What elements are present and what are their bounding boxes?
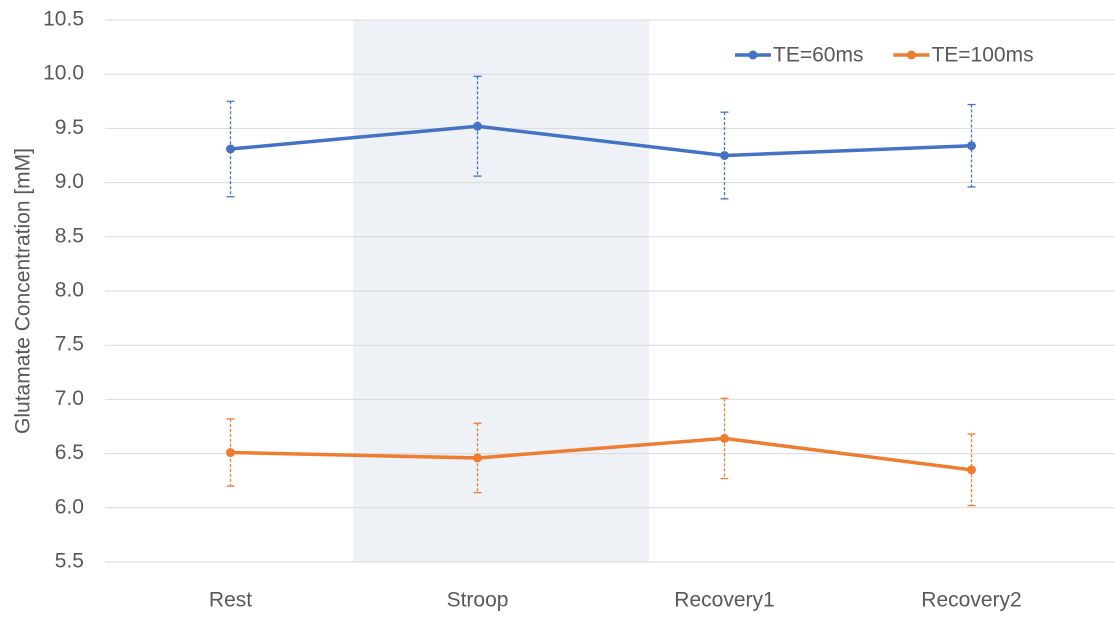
legend-label: TE=60ms — [773, 44, 863, 67]
series-line — [230, 124, 972, 158]
point — [473, 453, 482, 463]
point — [226, 144, 235, 154]
y-tick-label: 7.0 — [55, 387, 84, 410]
y-tick-label: 8.5 — [55, 224, 84, 247]
y-tick-label: 9.5 — [55, 116, 84, 139]
y-tick-label: 5.5 — [55, 550, 84, 573]
point — [967, 465, 976, 475]
y-tick-label: 10.0 — [43, 62, 84, 85]
y-tick-label: 9.0 — [55, 170, 84, 193]
point — [473, 121, 482, 131]
x-tick-label: Recovery2 — [921, 589, 1021, 612]
series-line — [230, 436, 972, 472]
y-tick-label: 8.0 — [55, 279, 84, 302]
y-axis-label: Glutamate Concentration [mM] — [12, 148, 35, 434]
point — [720, 433, 729, 443]
legend-label: TE=100ms — [931, 44, 1033, 67]
point — [226, 448, 235, 458]
x-tick-label: Recovery1 — [674, 589, 774, 612]
y-tick-label: 6.0 — [55, 495, 84, 518]
point — [967, 141, 976, 151]
legend-marker — [748, 50, 758, 60]
x-tick-label: Stroop — [447, 589, 509, 612]
legend-marker — [906, 50, 916, 60]
y-tick-label: 7.5 — [55, 333, 84, 356]
y-tick-label: 10.5 — [43, 8, 84, 31]
point — [720, 151, 729, 160]
x-tick-label: Rest — [209, 589, 252, 612]
y-tick-label: 6.5 — [55, 441, 84, 464]
